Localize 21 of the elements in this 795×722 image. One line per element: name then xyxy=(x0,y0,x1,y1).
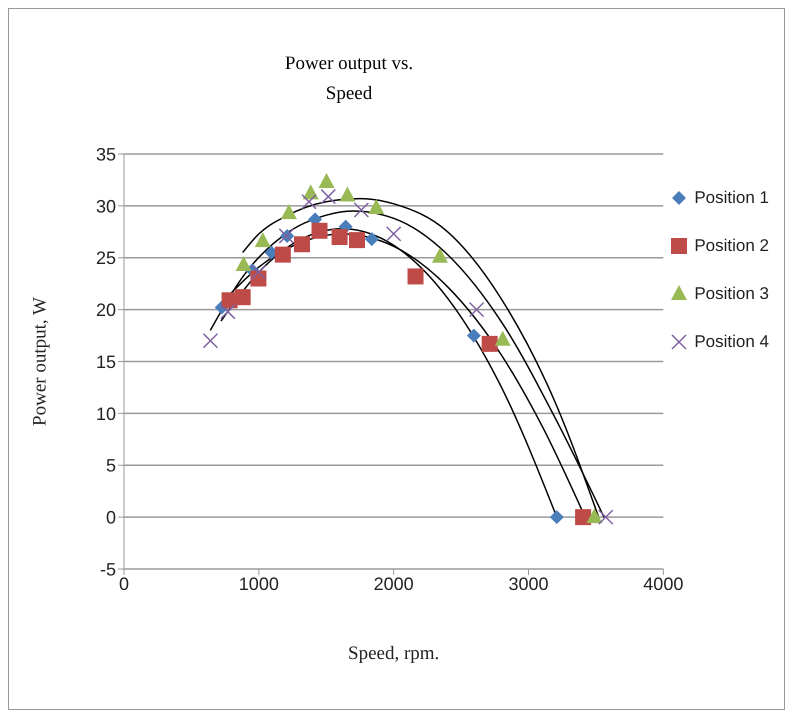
y-axis-title: Power output, W xyxy=(30,296,51,426)
x-tick-label: 0 xyxy=(118,574,130,594)
legend-label: Position 3 xyxy=(694,284,769,304)
legend-label: Position 4 xyxy=(694,332,769,352)
legend-label: Position 1 xyxy=(694,188,769,208)
x-axis-title: Speed, rpm. xyxy=(348,643,440,664)
y-tick-label: 20 xyxy=(96,300,116,320)
y-tick-label: 35 xyxy=(96,144,116,164)
y-tick-label: -5 xyxy=(100,559,116,580)
y-tick-label: 30 xyxy=(96,196,116,216)
x-tick-label: 2000 xyxy=(374,574,414,594)
y-tick-label: 15 xyxy=(96,352,116,372)
legend-label: Position 2 xyxy=(694,236,769,256)
chart-title: Power output vs. Speed xyxy=(284,52,414,106)
x-tick-label: 4000 xyxy=(643,574,684,594)
x-tick-label: 3000 xyxy=(508,574,549,594)
y-tick-label: 0 xyxy=(106,508,116,528)
y-tick-label: 10 xyxy=(96,404,116,424)
y-tick-label: 25 xyxy=(96,248,116,268)
y-tick-label: 5 xyxy=(106,456,116,476)
x-tick-label: 1000 xyxy=(238,574,279,594)
